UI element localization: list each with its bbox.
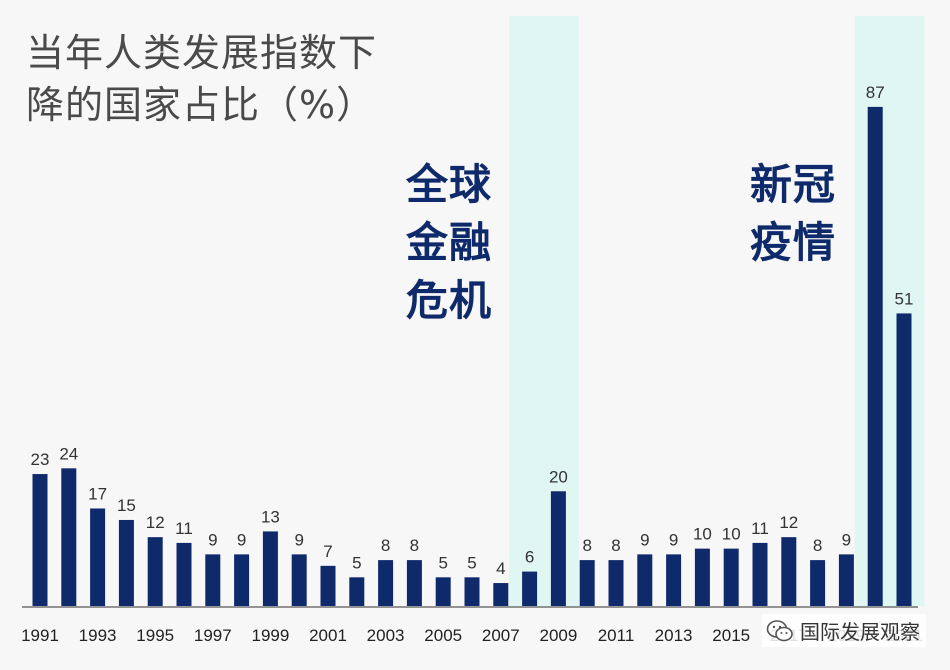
x-tick-2015: 2015 [712, 626, 750, 645]
value-label-2020: 87 [866, 83, 885, 102]
value-label-1999: 13 [261, 507, 280, 526]
bar-2020 [867, 106, 883, 606]
bar-2016 [752, 542, 768, 606]
annotation-financial-crisis: 全球 金融 危机 [406, 156, 492, 330]
value-label-2005: 5 [438, 553, 447, 572]
watermark-text: 国际发展观察 [800, 620, 920, 644]
value-label-1998: 9 [237, 530, 246, 549]
bar-2004 [406, 560, 422, 606]
bar-1997 [205, 554, 221, 606]
annotation-line: 新冠 [750, 160, 837, 209]
value-label-1996: 11 [175, 519, 193, 538]
x-tick-1991: 1991 [21, 626, 59, 645]
value-label-2016: 11 [751, 519, 769, 538]
watermark: 国际发展观察 [762, 614, 926, 647]
bar-1999 [262, 531, 278, 606]
bar-2005 [435, 577, 451, 606]
bar-1998 [234, 554, 250, 606]
value-label-2009: 20 [549, 467, 568, 486]
value-label-2013: 9 [669, 530, 678, 549]
bar-2000 [291, 554, 307, 606]
wechat-icon [766, 619, 793, 641]
bar-2017 [781, 537, 797, 606]
chart-title-line-1: 当年人类发展指数下 [26, 31, 378, 75]
bar-2003 [378, 560, 394, 606]
x-tick-1999: 1999 [251, 626, 289, 645]
value-label-1997: 9 [208, 530, 217, 549]
bar-2012 [637, 554, 653, 606]
bar-1994 [118, 519, 134, 606]
value-label-2012: 9 [640, 530, 649, 549]
chart-title-line-2: 降的国家占比（%） [26, 83, 376, 127]
bar-1992 [61, 468, 77, 606]
annotation-line: 危机 [406, 276, 493, 325]
value-label-2002: 5 [352, 553, 361, 572]
bar-2013 [666, 554, 682, 606]
value-label-2000: 9 [294, 530, 303, 549]
value-label-2018: 8 [813, 536, 822, 555]
bar-2018 [810, 560, 826, 606]
value-label-2007: 4 [496, 559, 505, 578]
bar-1991 [32, 474, 48, 606]
bar-2001 [320, 565, 336, 606]
value-label-2015: 10 [722, 525, 741, 544]
value-label-2014: 10 [693, 525, 712, 544]
value-label-1994: 15 [117, 496, 136, 515]
bar-2019 [838, 554, 854, 606]
x-tick-2003: 2003 [367, 626, 405, 645]
bar-2008 [522, 571, 538, 606]
x-tick-1993: 1993 [79, 626, 117, 645]
highlight-band [509, 16, 579, 606]
value-label-2010: 8 [582, 536, 591, 555]
value-label-2003: 8 [381, 536, 390, 555]
value-label-2008: 6 [525, 548, 534, 567]
highlight-band [854, 16, 925, 606]
bar-1996 [176, 542, 192, 606]
bar-2002 [349, 577, 365, 606]
value-label-1991: 23 [31, 450, 50, 469]
highlight-bands [509, 16, 925, 606]
bar-1995 [147, 537, 163, 606]
bar-2015 [723, 548, 739, 606]
x-tick-2009: 2009 [539, 626, 577, 645]
x-tick-1997: 1997 [194, 626, 232, 645]
bar-2007 [493, 583, 509, 606]
value-label-2017: 12 [779, 513, 798, 532]
value-label-2019: 9 [842, 530, 851, 549]
value-label-1992: 24 [59, 444, 78, 463]
x-tick-1995: 1995 [136, 626, 174, 645]
value-label-1995: 12 [146, 513, 165, 532]
bar-2009 [550, 491, 566, 606]
bar-2010 [579, 560, 595, 606]
value-label-1993: 17 [88, 484, 107, 503]
bar-2006 [464, 577, 480, 606]
x-tick-2011: 2011 [598, 626, 635, 645]
x-tick-2013: 2013 [655, 626, 693, 645]
bars [32, 106, 912, 606]
bar-2011 [608, 560, 624, 606]
annotation-line: 全球 [406, 160, 493, 209]
x-tick-2007: 2007 [482, 626, 520, 645]
value-label-2021: 51 [895, 289, 914, 308]
annotation-covid: 新冠 疫情 [750, 156, 836, 272]
value-label-2004: 8 [410, 536, 419, 555]
bar-2014 [694, 548, 710, 606]
value-label-2011: 8 [611, 536, 620, 555]
value-label-2001: 7 [323, 542, 332, 561]
value-label-2006: 5 [467, 553, 476, 572]
annotation-line: 疫情 [750, 218, 837, 267]
x-tick-2001: 2001 [309, 626, 347, 645]
bar-1993 [90, 508, 106, 606]
bar-2021 [896, 313, 912, 606]
annotation-line: 金融 [406, 218, 493, 267]
x-tick-2005: 2005 [424, 626, 462, 645]
